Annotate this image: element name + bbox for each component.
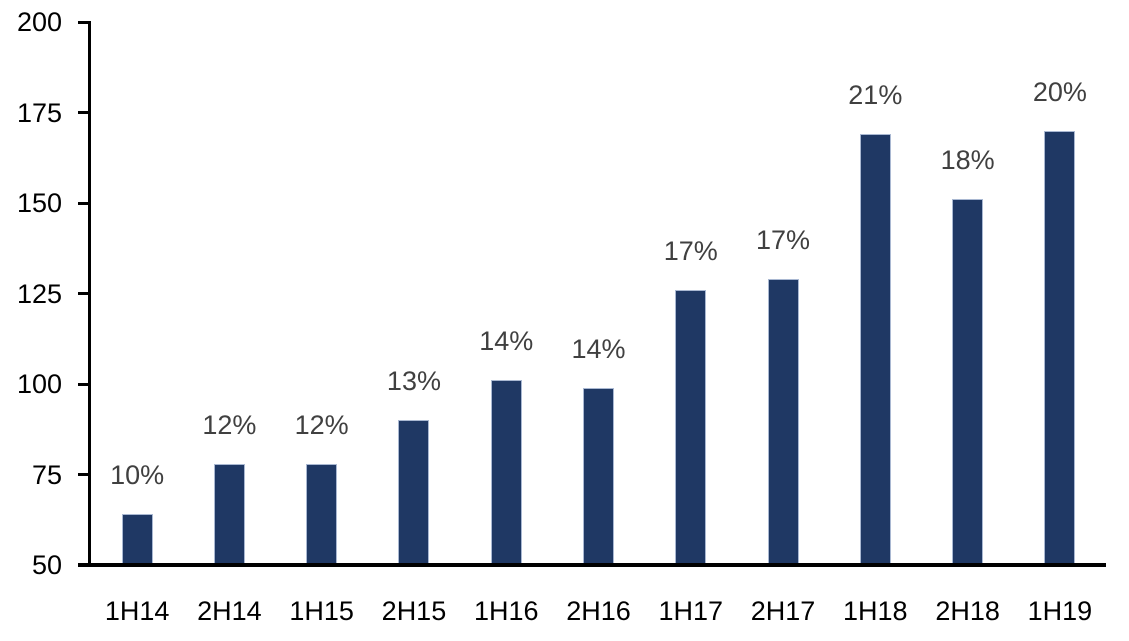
bar-value-label-1H19: 20% — [1032, 76, 1087, 107]
bar-value-label-2H16: 14% — [571, 333, 626, 364]
x-axis-label-2H16: 2H16 — [566, 596, 631, 626]
x-axis-label-2H14: 2H14 — [197, 596, 262, 626]
x-axis-label-2H18: 2H18 — [935, 596, 1000, 626]
bar-2H18 — [952, 199, 984, 565]
bar-value-label-1H16: 14% — [479, 326, 534, 357]
y-axis-tick-label: 125 — [16, 278, 62, 309]
bar-value-label-2H14: 12% — [202, 409, 257, 440]
bar-value-label-1H17: 17% — [663, 235, 718, 266]
bar-1H16 — [490, 380, 522, 565]
bar-1H14 — [121, 514, 153, 565]
y-axis-tick — [78, 111, 91, 114]
bar-value-label-1H15: 12% — [294, 409, 349, 440]
y-axis-tick — [78, 201, 91, 205]
x-axis-label-1H18: 1H18 — [843, 596, 908, 626]
x-axis-label-1H17: 1H17 — [658, 596, 724, 626]
y-axis-tick-label: 200 — [16, 7, 62, 37]
x-axis-label-1H19: 1H19 — [1027, 596, 1093, 626]
y-axis-tick — [78, 292, 91, 295]
x-axis-line — [78, 563, 1106, 567]
y-axis-tick-label: 175 — [16, 97, 62, 128]
bar-1H19 — [1044, 130, 1076, 565]
y-axis-line — [88, 22, 91, 567]
x-axis-label-2H15: 2H15 — [381, 596, 447, 626]
x-axis-label-1H15: 1H15 — [289, 596, 354, 626]
y-axis-tick-label: 75 — [31, 459, 62, 490]
y-axis-tick — [78, 20, 91, 24]
bar-1H15 — [306, 463, 338, 565]
bar-2H16 — [583, 387, 614, 565]
bar-1H18 — [859, 134, 891, 565]
y-axis-tick-label: 150 — [16, 188, 62, 218]
bar-value-label-1H18: 21% — [848, 80, 903, 111]
bar-1H17 — [675, 289, 707, 565]
bar-value-label-1H14: 10% — [110, 460, 165, 491]
x-axis-label-2H17: 2H17 — [750, 596, 816, 626]
y-axis-tick — [78, 473, 91, 476]
x-axis-label-1H14: 1H14 — [104, 596, 170, 626]
bar-2H14 — [213, 463, 245, 565]
bar-value-label-2H18: 18% — [940, 145, 995, 176]
x-axis-label-1H16: 1H16 — [473, 596, 539, 626]
bar-2H17 — [767, 279, 799, 565]
bar-2H15 — [398, 420, 430, 565]
y-axis-tick-label: 100 — [16, 369, 62, 399]
bar-value-label-2H15: 13% — [386, 366, 441, 397]
y-axis-tick — [78, 382, 91, 386]
y-axis-tick-label: 50 — [31, 550, 62, 580]
bar-value-label-2H17: 17% — [756, 225, 811, 256]
